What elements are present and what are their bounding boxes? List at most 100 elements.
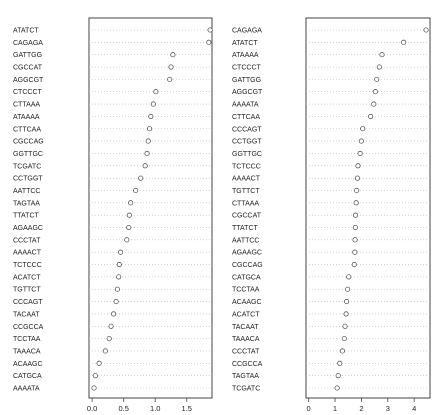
data-point	[354, 175, 360, 181]
category-label: TGTTCT	[232, 188, 260, 195]
category-label: TTATCT	[232, 225, 259, 232]
category-label: CTCCCT	[232, 65, 261, 72]
category-label: CTTCAA	[13, 126, 41, 133]
data-point	[126, 212, 132, 218]
category-label: GATTGG	[13, 52, 42, 59]
data-point	[352, 249, 358, 255]
category-label: TAAACA	[13, 348, 41, 355]
category-label: ATAAAA	[13, 114, 40, 121]
data-point	[116, 274, 122, 280]
category-label: CATGCA	[13, 373, 42, 380]
data-point	[360, 126, 366, 132]
category-label: GGTTGC	[232, 151, 262, 158]
data-point	[401, 39, 407, 45]
data-point	[128, 200, 134, 206]
category-label: CGCCAG	[232, 262, 263, 269]
data-point	[168, 64, 174, 70]
data-point	[145, 138, 151, 144]
category-label: AGGCGT	[232, 89, 263, 96]
category-label: TCTCCC	[13, 262, 42, 269]
data-point	[371, 101, 377, 107]
data-point	[342, 323, 348, 329]
data-point	[96, 360, 102, 366]
category-label: CATGCA	[232, 274, 261, 281]
category-label: AGGCGT	[13, 77, 44, 84]
category-label: GATTGG	[232, 77, 261, 84]
category-label: TAGTAA	[13, 200, 40, 207]
data-point	[335, 373, 341, 379]
data-point	[92, 373, 98, 379]
category-label: GGTTGC	[13, 151, 43, 158]
category-label: AGAAGC	[13, 225, 43, 232]
data-point	[106, 336, 112, 342]
data-point	[341, 336, 347, 342]
category-label: CCGCCA	[232, 361, 263, 368]
category-label: ACAAGC	[232, 299, 262, 306]
category-label: ATATCT	[13, 28, 39, 35]
x-tick-label: 4	[412, 404, 416, 413]
data-point	[91, 385, 97, 391]
category-label: TCTCCC	[232, 163, 261, 170]
data-point	[144, 150, 150, 156]
category-label: TCCTAA	[13, 336, 41, 343]
data-point	[345, 286, 351, 292]
category-label: CTTAAA	[232, 200, 259, 207]
x-tick-label: 0.5	[118, 404, 128, 413]
data-point	[206, 39, 212, 45]
data-point	[113, 299, 119, 305]
x-tick-label: 3	[386, 404, 390, 413]
category-label: TACAAT	[13, 311, 40, 318]
data-point	[357, 150, 363, 156]
category-label: CGCCAG	[13, 139, 44, 146]
data-point	[124, 237, 130, 243]
category-label: ATAAAA	[232, 52, 259, 59]
x-tick-label: 1.5	[182, 404, 192, 413]
category-label: CCCAGT	[232, 126, 262, 133]
category-label: CCTGGT	[232, 139, 262, 146]
data-point	[334, 385, 340, 391]
data-point	[374, 76, 380, 82]
category-label: TTATCT	[13, 213, 40, 220]
category-label: TAAACA	[232, 336, 260, 343]
data-point	[147, 126, 153, 132]
category-label: AATTCC	[232, 237, 259, 244]
data-point	[368, 113, 374, 119]
data-point	[142, 163, 148, 169]
category-label: AAAATA	[13, 386, 40, 393]
data-point	[343, 311, 349, 317]
data-point	[170, 52, 176, 58]
data-point	[207, 27, 213, 33]
x-tick-label: 2	[359, 404, 363, 413]
category-label: AGAAGC	[232, 250, 262, 257]
data-point	[108, 323, 114, 329]
data-point	[150, 101, 156, 107]
data-point	[353, 200, 359, 206]
category-label: CCCTAT	[13, 237, 41, 244]
data-point	[116, 262, 122, 268]
category-label: AAAACT	[13, 250, 42, 257]
category-label: CTTAAA	[13, 102, 40, 109]
data-point	[344, 299, 350, 305]
data-point	[138, 175, 144, 181]
data-point	[352, 224, 358, 231]
data-point	[117, 249, 124, 255]
plot-frame	[305, 17, 431, 399]
category-label: ACATCT	[13, 274, 41, 281]
category-label: CTCCCT	[13, 89, 42, 96]
data-point	[339, 348, 345, 354]
data-point	[351, 262, 357, 268]
x-tick-label: 0	[307, 404, 311, 413]
data-point	[352, 237, 358, 243]
plot-frame	[88, 17, 213, 399]
data-point	[153, 89, 159, 95]
data-point	[167, 76, 173, 82]
category-label: AATTCC	[13, 188, 40, 195]
category-label: CCTGGT	[13, 176, 43, 183]
category-label: ACATCT	[232, 311, 260, 318]
category-label: AAAATA	[232, 102, 259, 109]
data-point	[355, 163, 361, 169]
x-tick-label: 0.0	[87, 404, 97, 413]
accuracy-dotchart-panel: ATATCT CAGAGA GATTGG CGCCAT AGGCGT CTCCCT CTTA…	[13, 17, 213, 413]
data-point	[114, 286, 120, 292]
